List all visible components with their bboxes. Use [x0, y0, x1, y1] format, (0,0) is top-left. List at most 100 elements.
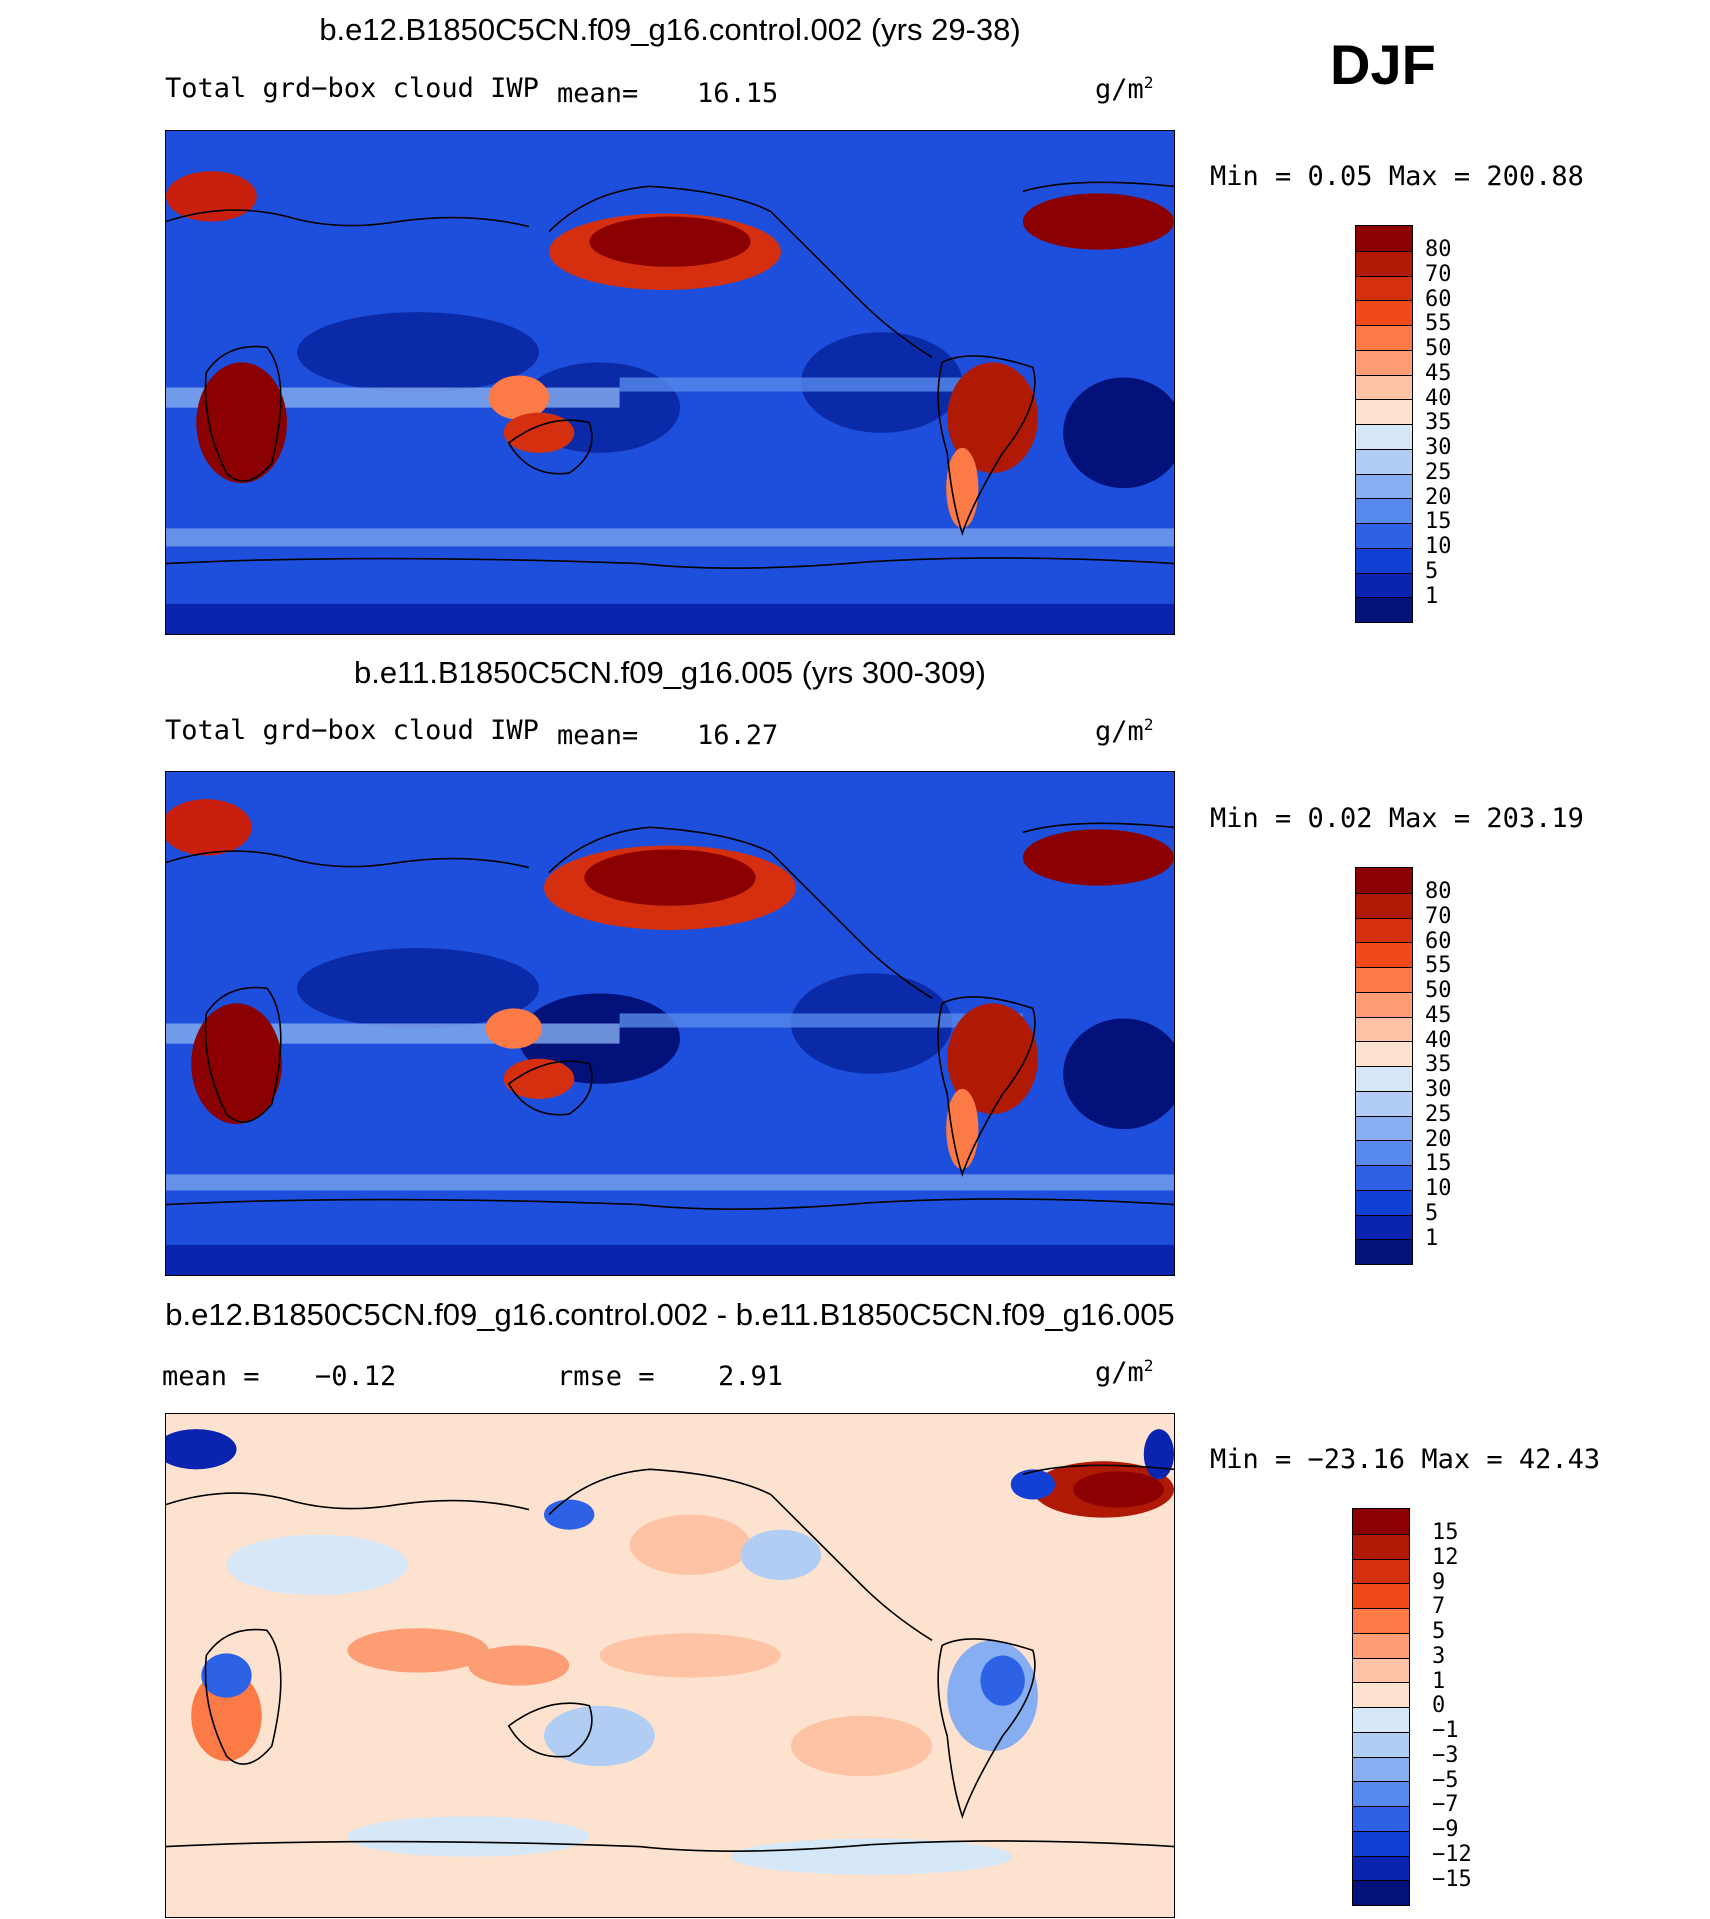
panel2-map — [165, 771, 1175, 1276]
panel3-colorbar-swatch — [1353, 1756, 1409, 1782]
panel1-variable-label: Total grd−box cloud IWP — [165, 73, 539, 104]
panel1-colorbar-label: 40 — [1425, 385, 1452, 411]
panel2-colorbar-swatch — [1356, 917, 1412, 943]
panel1-colorbar-label: 10 — [1425, 534, 1452, 559]
panel2-colorbar-swatch — [1356, 967, 1412, 992]
panel2-colorbar-label: 20 — [1425, 1126, 1452, 1152]
panel2-colorbar-label: 10 — [1425, 1176, 1452, 1201]
panel3-colorbar-label: 7 — [1432, 1594, 1446, 1620]
panel1-colorbar-swatch — [1356, 300, 1412, 325]
panel2-colorbar-swatch — [1356, 1239, 1412, 1264]
panel3-colorbar-swatch — [1353, 1781, 1409, 1806]
panel1-colorbar-label: 25 — [1425, 459, 1452, 485]
panel1-colorbar-label: 50 — [1425, 336, 1452, 361]
panel1-colorbar-swatch — [1356, 374, 1412, 400]
panel3-colorbar-label: 3 — [1432, 1643, 1446, 1669]
panel2-colorbar-label: 35 — [1425, 1052, 1452, 1078]
panel3-units: g/m2 — [1095, 1356, 1154, 1388]
panel1-colorbar-label: 60 — [1425, 286, 1452, 312]
panel1-minmax: Min = 0.05 Max = 200.88 — [1210, 161, 1584, 192]
panel1-colorbar-label: 70 — [1425, 261, 1452, 287]
panel3-title: b.e12.B1850C5CN.f09_g16.control.002 - b.… — [165, 1297, 1175, 1332]
panel2-colorbar-swatch — [1356, 1090, 1412, 1116]
panel2-units: g/m2 — [1095, 715, 1154, 747]
panel2-colorbar-label: 1 — [1425, 1225, 1439, 1251]
panel1-colorbar-box — [1355, 225, 1413, 623]
panel3-colorbar-swatch — [1353, 1509, 1409, 1534]
panel1-mean-label: mean= — [557, 78, 639, 109]
season-label: DJF — [1330, 33, 1436, 96]
panel1-field — [166, 131, 1174, 634]
panel1-colorbar-label: 55 — [1425, 311, 1452, 337]
panel3-colorbar-swatch — [1353, 1632, 1409, 1658]
panel1-colorbar-swatch — [1356, 250, 1412, 276]
panel2-colorbar-swatch — [1356, 1214, 1412, 1240]
panel1-colorbar-swatch — [1356, 349, 1412, 375]
panel1-colorbar-label: 30 — [1425, 435, 1452, 460]
panel3-colorbar-label: −15 — [1432, 1866, 1472, 1892]
panel1-colorbar-label: 20 — [1425, 484, 1452, 510]
panel1-colorbar-label: 5 — [1425, 558, 1439, 584]
panel1-title: b.e12.B1850C5CN.f09_g16.control.002 (yrs… — [319, 12, 1021, 47]
panel2-colorbar-label: 70 — [1425, 903, 1452, 929]
panel2-colorbar-label: 5 — [1425, 1200, 1439, 1226]
panel1-colorbar-swatch — [1356, 498, 1412, 523]
panel3-colorbar-label: 0 — [1432, 1693, 1446, 1719]
panel3-mean-value: −0.12 — [315, 1361, 397, 1392]
panel1-map — [165, 130, 1175, 635]
panel1-colorbar-swatch — [1356, 523, 1412, 548]
panel2-title: b.e11.B1850C5CN.f09_g16.005 (yrs 300-309… — [354, 655, 986, 690]
panel2-colorbar-label: 50 — [1425, 978, 1452, 1003]
panel3-minmax: Min = −23.16 Max = 42.43 — [1210, 1444, 1601, 1475]
panel3-colorbar-label: −1 — [1432, 1718, 1459, 1743]
panel3-colorbar-swatch — [1353, 1657, 1409, 1683]
panel2-colorbar-label: 25 — [1425, 1101, 1452, 1127]
panel3-colorbar-swatch — [1353, 1855, 1409, 1881]
panel3-rmse-value: 2.91 — [718, 1361, 784, 1392]
panel3-colorbar-label: 5 — [1432, 1619, 1446, 1644]
panel1-colorbar-label: 35 — [1425, 410, 1452, 436]
panel2-colorbar-label: 30 — [1425, 1077, 1452, 1102]
panel2-colorbar-swatch — [1356, 868, 1412, 893]
panel2-variable-label: Total grd−box cloud IWP — [165, 715, 539, 746]
panel3-map — [165, 1413, 1175, 1918]
panel3-colorbar-swatch — [1353, 1880, 1409, 1905]
panel3-mean-label: mean = — [162, 1361, 260, 1392]
panel3-colorbar-box — [1352, 1508, 1410, 1906]
panel3-colorbar-swatch — [1353, 1583, 1409, 1608]
panel2-colorbar-box — [1355, 867, 1413, 1265]
panel2-colorbar-swatch — [1356, 1066, 1412, 1091]
panel2-colorbar-swatch — [1356, 1016, 1412, 1042]
panel3-colorbar-label: −7 — [1432, 1792, 1459, 1818]
panel1-colorbar-label: 45 — [1425, 360, 1452, 386]
panel3-colorbar-swatch — [1353, 1731, 1409, 1757]
panel1-colorbar-swatch — [1356, 226, 1412, 251]
panel3-colorbar-swatch — [1353, 1558, 1409, 1584]
panel2-colorbar-label: 45 — [1425, 1002, 1452, 1028]
panel2-colorbar-swatch — [1356, 1140, 1412, 1165]
panel2-colorbar-swatch — [1356, 1115, 1412, 1141]
panel1-units: g/m2 — [1095, 73, 1154, 105]
panel1-colorbar-swatch — [1356, 572, 1412, 598]
panel2-colorbar-label: 60 — [1425, 928, 1452, 954]
panel1-colorbar-swatch — [1356, 473, 1412, 499]
panel3-colorbar-label: 1 — [1432, 1668, 1446, 1694]
panel3-colorbar-label: 15 — [1432, 1520, 1459, 1545]
panel3-colorbar-label: 12 — [1432, 1544, 1459, 1570]
panel1-colorbar-swatch — [1356, 597, 1412, 622]
panel3-colorbar-swatch — [1353, 1682, 1409, 1707]
panel2-colorbar-swatch — [1356, 991, 1412, 1017]
panel3-colorbar-swatch — [1353, 1806, 1409, 1831]
panel2-field — [166, 772, 1174, 1275]
panel3-colorbar-swatch — [1353, 1533, 1409, 1559]
panel3-colorbar-swatch — [1353, 1707, 1409, 1732]
panel1-colorbar-swatch — [1356, 275, 1412, 301]
panel3-colorbar-label: −12 — [1432, 1841, 1472, 1867]
panel1-colorbar-label: 80 — [1425, 237, 1452, 262]
panel1-colorbar-swatch — [1356, 399, 1412, 424]
panel3-colorbar-swatch — [1353, 1608, 1409, 1633]
panel1-colorbar-label: 15 — [1425, 509, 1452, 535]
panel1-colorbar-label: 1 — [1425, 583, 1439, 609]
panel2-colorbar-swatch — [1356, 1189, 1412, 1215]
panel3-colorbar-swatch — [1353, 1830, 1409, 1856]
